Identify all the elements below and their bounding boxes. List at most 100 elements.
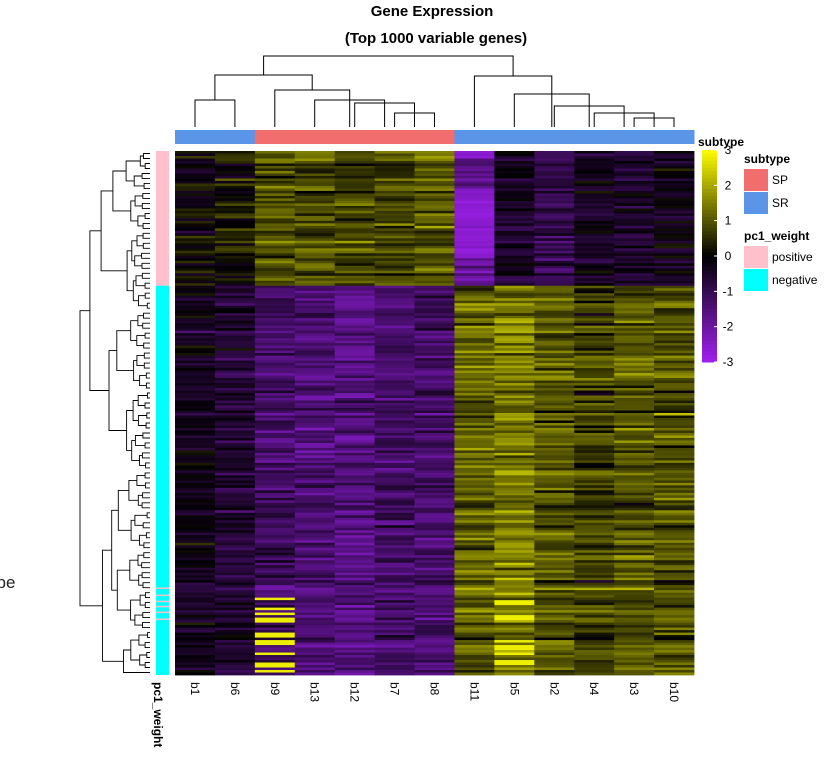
heatmap-cell (534, 575, 575, 579)
heatmap-cell (494, 635, 535, 638)
heatmap-cell (214, 420, 256, 424)
heatmap-cell (494, 160, 535, 164)
heatmap-cell (214, 480, 256, 484)
row-dendrogram-link (142, 222, 150, 229)
pc1-negative-block (156, 285, 169, 675)
heatmap-cell (414, 450, 455, 454)
heatmap-cell (574, 220, 615, 224)
heatmap-cell (254, 208, 296, 212)
heatmap-cell (454, 248, 495, 252)
heatmap-cell (414, 567, 455, 571)
heatmap-cell (454, 535, 495, 539)
heatmap-cell (654, 482, 695, 486)
heatmap-cell (175, 303, 216, 307)
heatmap-cell (494, 365, 535, 369)
heatmap-cell (454, 640, 495, 643)
heatmap-cell (294, 552, 336, 556)
heatmap-cell (175, 620, 216, 623)
heatmap-cell (175, 450, 216, 454)
heatmap-cell (374, 522, 415, 526)
heatmap-cell (614, 502, 655, 506)
heatmap-cell (254, 455, 296, 459)
heatmap-cell (294, 505, 336, 509)
heatmap-cell (654, 585, 695, 589)
heatmap-cell (454, 495, 495, 499)
heatmap-cell (175, 610, 216, 614)
heatmap-cell (654, 485, 695, 489)
heatmap-cell (175, 442, 216, 446)
heatmap-cell (454, 303, 495, 307)
heatmap-cell (454, 610, 495, 614)
heatmap-cell (334, 642, 376, 646)
heatmap-cell (175, 200, 216, 204)
heatmap-cell (574, 198, 615, 202)
row-dendrogram-link (144, 442, 150, 449)
heatmap-cell (294, 183, 336, 187)
heatmap-cell (654, 233, 695, 237)
heatmap-cell (534, 502, 575, 506)
heatmap-cell (175, 640, 216, 643)
heatmap-cell (494, 457, 535, 461)
heatmap-cell (614, 280, 655, 284)
heatmap-cell (534, 151, 575, 154)
heatmap-cell (454, 380, 495, 384)
heatmap-cell (534, 390, 575, 394)
heatmap-cell (294, 562, 336, 566)
heatmap-cell (574, 642, 615, 646)
heatmap-cell (614, 532, 655, 536)
heatmap-cell (414, 447, 455, 451)
heatmap-cell (614, 585, 655, 589)
colorbar-segment (702, 245, 717, 250)
heatmap-cell (254, 672, 296, 676)
heatmap-cell (494, 403, 535, 406)
heatmap-cell (454, 398, 495, 401)
heatmap-cell (374, 657, 415, 661)
heatmap-cell (574, 650, 615, 653)
heatmap-cell (414, 457, 455, 461)
heatmap-cell (294, 470, 336, 474)
heatmap-cell (574, 205, 615, 209)
heatmap-cell (254, 218, 296, 222)
heatmap-cell (334, 188, 376, 192)
heatmap-cell (494, 417, 535, 421)
heatmap-cell (494, 547, 535, 551)
heatmap-cell (494, 250, 535, 254)
heatmap-cell (175, 527, 216, 531)
heatmap-cell (294, 460, 336, 464)
heatmap-cell (175, 195, 216, 199)
heatmap-cell (175, 308, 216, 312)
heatmap-cell (214, 335, 256, 339)
subtype-annotation-bar (175, 130, 695, 144)
colorbar-segment (702, 150, 717, 155)
heatmap-cell (334, 158, 376, 162)
heatmap-cell (334, 255, 376, 259)
heatmap-cell (294, 547, 336, 551)
heatmap-cell (654, 637, 695, 641)
heatmap-cell (574, 163, 615, 167)
heatmap-cell (175, 355, 216, 359)
heatmap-cell (574, 233, 615, 237)
heatmap-cell (374, 230, 415, 234)
heatmap-cell (214, 208, 256, 212)
heatmap-cell (294, 447, 336, 451)
heatmap-cell (334, 512, 376, 516)
heatmap-cell (614, 472, 655, 476)
heatmap-cell (254, 185, 296, 189)
heatmap-cell (494, 482, 535, 486)
heatmap-cell (654, 368, 695, 371)
column-dendrogram-link (194, 99, 236, 127)
heatmap-cell (334, 368, 376, 371)
heatmap-cell (175, 405, 216, 409)
heatmap-cell (374, 475, 415, 479)
heatmap-cell (214, 413, 256, 416)
heatmap-cell (534, 378, 575, 381)
heatmap-cell (334, 572, 376, 576)
heatmap-cell (414, 358, 455, 361)
heatmap-cell (374, 165, 415, 169)
heatmap-cell (175, 440, 216, 444)
heatmap-cell (294, 500, 336, 504)
subtype-annotation-cell (294, 130, 336, 144)
row-dendrogram-link (139, 155, 146, 167)
heatmap-cell (175, 233, 216, 237)
heatmap-cell (294, 298, 336, 302)
